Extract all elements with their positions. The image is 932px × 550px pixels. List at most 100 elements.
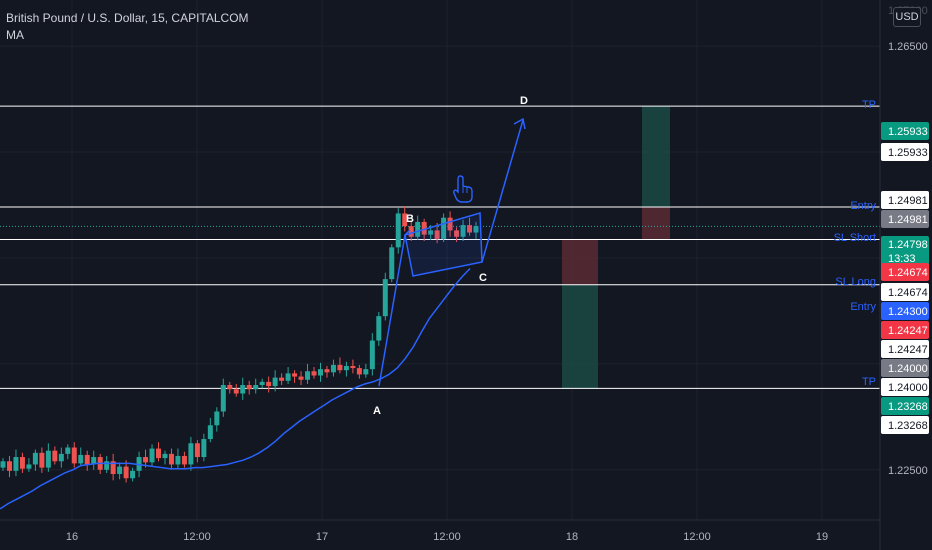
candle-body bbox=[441, 217, 447, 239]
candle-body bbox=[45, 450, 51, 468]
candle-body bbox=[194, 443, 200, 458]
candle-body bbox=[434, 230, 440, 239]
candle-body bbox=[343, 365, 349, 371]
level-label-entry: Entry bbox=[850, 301, 876, 313]
price-tag bbox=[881, 263, 929, 281]
candle-body bbox=[292, 373, 298, 377]
price-tag-text: 1.24981 bbox=[888, 214, 928, 226]
point-label-b: B bbox=[406, 213, 414, 225]
candle-body bbox=[330, 364, 336, 373]
x-axis-tick-label: 16 bbox=[66, 531, 78, 543]
candle-body bbox=[447, 217, 453, 231]
level-label-entry: Entry bbox=[850, 200, 876, 212]
price-tag bbox=[881, 397, 929, 415]
point-label-a: A bbox=[373, 405, 381, 417]
candle-body bbox=[0, 461, 6, 468]
candle-body bbox=[52, 450, 58, 462]
level-label-tp: TP bbox=[862, 99, 876, 111]
candle-body bbox=[143, 457, 149, 463]
candle-body bbox=[369, 340, 375, 370]
candle-body bbox=[428, 230, 434, 235]
price-tag bbox=[881, 191, 929, 209]
candle-body bbox=[175, 455, 181, 465]
price-tag-text: 1.24674 bbox=[888, 287, 928, 299]
candle-body bbox=[168, 453, 174, 465]
candle-body bbox=[91, 457, 97, 465]
symbol-title[interactable]: British Pound / U.S. Dollar, 15, CAPITAL… bbox=[6, 11, 249, 25]
candle-body bbox=[104, 461, 110, 470]
price-tag-text: 1.25933 bbox=[888, 126, 928, 138]
price-countdown-text: 13:33 bbox=[888, 253, 916, 265]
price-tag-text: 1.24000 bbox=[888, 363, 928, 375]
candle-body bbox=[65, 447, 71, 454]
price-tag bbox=[881, 378, 929, 396]
currency-button[interactable]: USD bbox=[893, 7, 921, 27]
candle-body bbox=[214, 411, 220, 426]
price-tag bbox=[881, 321, 929, 339]
candle-body bbox=[39, 452, 45, 468]
pointing-hand-icon bbox=[453, 175, 473, 203]
x-axis-tick-label: 12:00 bbox=[683, 531, 711, 543]
candle-body bbox=[279, 377, 285, 381]
level-label-tp: TP bbox=[862, 376, 876, 388]
price-tag-text: 1.24674 bbox=[888, 267, 928, 279]
candle-body bbox=[253, 385, 259, 390]
x-axis-tick-label: 18 bbox=[566, 531, 578, 543]
candle-body bbox=[421, 221, 427, 235]
candle-body bbox=[181, 455, 187, 465]
level-label-sl-short: SL Short bbox=[834, 232, 876, 244]
long-take-profit-zone bbox=[562, 284, 598, 389]
candle-body bbox=[389, 247, 395, 280]
point-label-d: D bbox=[520, 95, 528, 107]
price-tag-text: 1.23268 bbox=[888, 420, 928, 432]
candle-body bbox=[220, 385, 226, 412]
candle-body bbox=[324, 369, 330, 373]
candle-body bbox=[227, 385, 233, 390]
candle-body bbox=[454, 230, 460, 237]
price-axis-tick-label: 1.22500 bbox=[888, 465, 928, 477]
candle-body bbox=[240, 385, 246, 394]
candle-body bbox=[188, 443, 194, 465]
ma-line bbox=[0, 267, 471, 510]
price-tag-text: 1.24798 bbox=[888, 239, 928, 251]
price-tag-text: 1.24247 bbox=[888, 344, 928, 356]
candle-body bbox=[162, 453, 168, 459]
candle-body bbox=[78, 454, 84, 464]
price-tag bbox=[881, 143, 929, 161]
candle-body bbox=[123, 466, 129, 479]
candle-body bbox=[363, 369, 369, 375]
x-axis-tick-label: 17 bbox=[316, 531, 328, 543]
short-take-profit-zone bbox=[642, 106, 670, 207]
candle-body bbox=[395, 213, 401, 248]
candle-body bbox=[467, 225, 473, 233]
candle-body bbox=[130, 470, 136, 479]
price-tag bbox=[881, 416, 929, 434]
arrow-head bbox=[513, 117, 526, 130]
candle-body bbox=[259, 381, 265, 386]
indicator-label[interactable]: MA bbox=[6, 28, 24, 42]
x-axis-tick-label: 12:00 bbox=[183, 531, 211, 543]
candle-body bbox=[337, 364, 343, 371]
short-stop-loss-zone bbox=[642, 206, 670, 240]
candle-body bbox=[110, 461, 116, 474]
candle-body bbox=[317, 369, 323, 376]
candle-body bbox=[71, 447, 77, 464]
candle-body bbox=[311, 371, 317, 376]
point-label-c: C bbox=[479, 272, 487, 284]
price-tag-text: 1.25933 bbox=[888, 147, 928, 159]
candle-body bbox=[26, 464, 32, 469]
price-tag-text: 1.24300 bbox=[888, 306, 928, 318]
candle-body bbox=[84, 454, 90, 465]
candle-body bbox=[285, 373, 291, 381]
candle-body bbox=[460, 225, 466, 237]
price-tag-text: 1.24981 bbox=[888, 195, 928, 207]
candle-body bbox=[156, 448, 162, 459]
candle-body bbox=[402, 213, 408, 227]
price-tag bbox=[881, 122, 929, 140]
candle-body bbox=[246, 385, 252, 390]
price-tag bbox=[881, 210, 929, 228]
candle-body bbox=[58, 453, 64, 462]
price-tag-text: 1.23268 bbox=[888, 401, 928, 413]
